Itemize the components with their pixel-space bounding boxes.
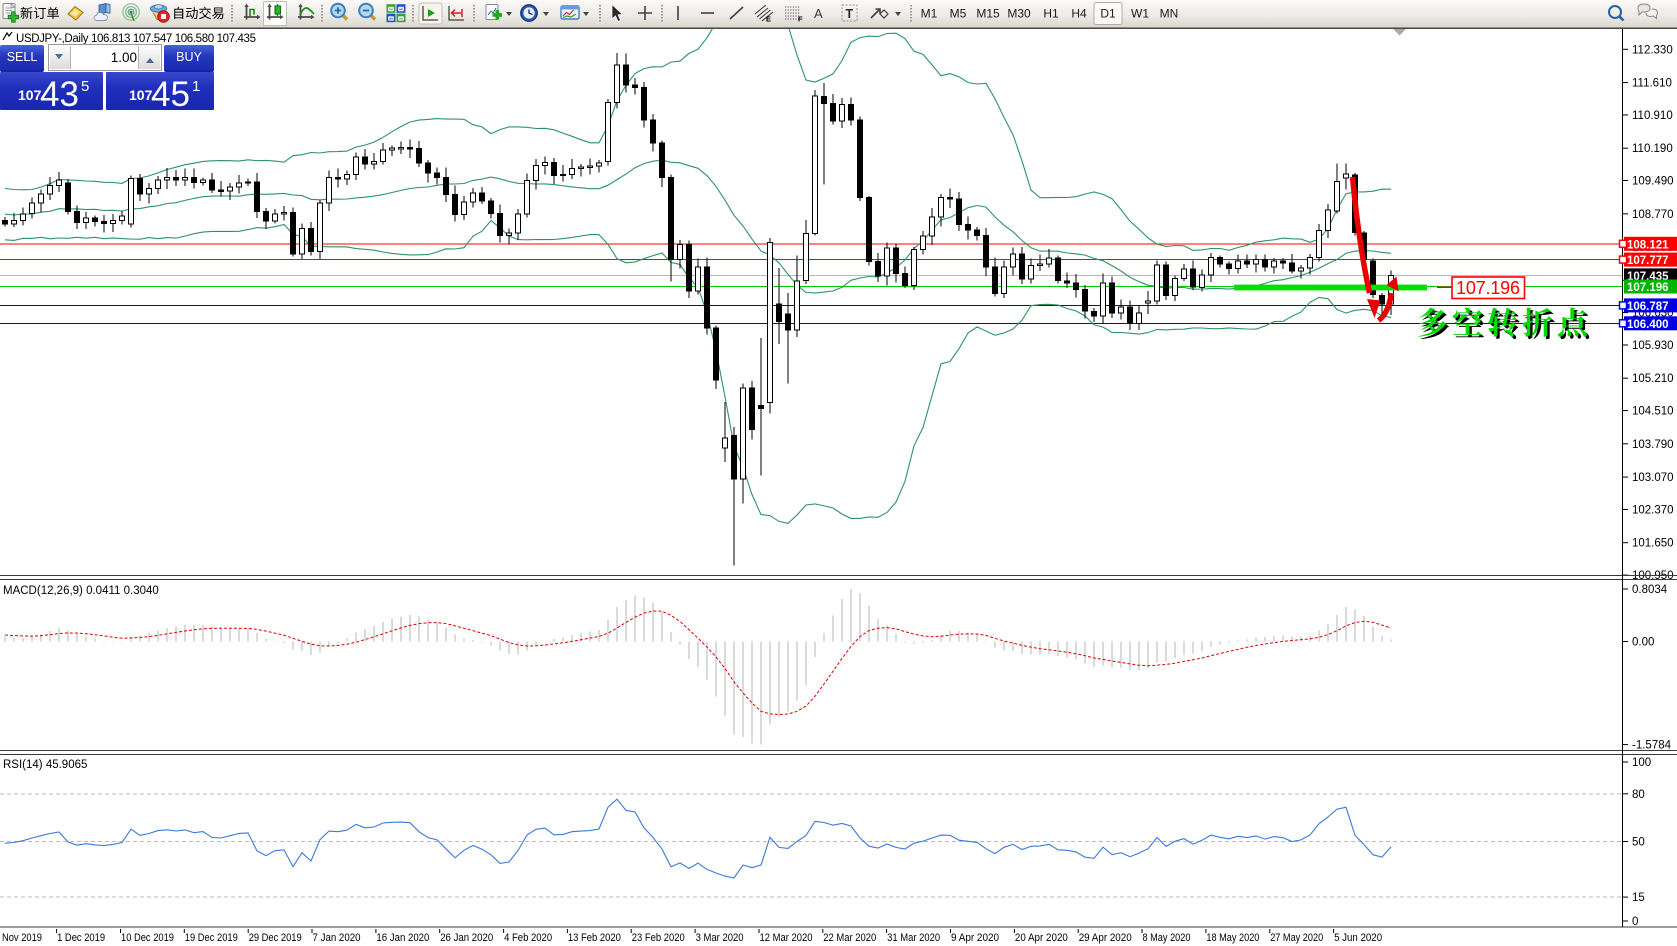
svg-text:22 Mar 2020: 22 Mar 2020 [823, 932, 876, 944]
svg-text:18 May 2020: 18 May 2020 [1206, 932, 1259, 944]
svg-text:107.196: 107.196 [1456, 278, 1520, 298]
svg-text:112.330: 112.330 [1632, 44, 1673, 56]
svg-text:RSI(14) 45.9065: RSI(14) 45.9065 [3, 759, 87, 771]
svg-text:M1: M1 [921, 7, 938, 21]
svg-text:5 Jun 2020: 5 Jun 2020 [1334, 932, 1382, 944]
svg-text:USDJPY-,Daily 106.813 107.547: USDJPY-,Daily 106.813 107.547 106.580 10… [16, 33, 256, 45]
svg-text:1 Dec 2019: 1 Dec 2019 [57, 932, 105, 944]
svg-text:M5: M5 [950, 7, 967, 21]
svg-text:107.777: 107.777 [1627, 255, 1669, 267]
svg-text:107.196: 107.196 [1627, 282, 1669, 294]
svg-text:T: T [846, 7, 854, 21]
svg-text:23 Feb 2020: 23 Feb 2020 [632, 932, 685, 944]
svg-text:W1: W1 [1131, 7, 1149, 21]
svg-text:10 Dec 2019: 10 Dec 2019 [121, 932, 174, 944]
svg-text:0: 0 [1632, 916, 1638, 928]
svg-text:8 May 2020: 8 May 2020 [1143, 932, 1191, 944]
svg-text:13 Feb 2020: 13 Feb 2020 [568, 932, 621, 944]
svg-text:50: 50 [1632, 837, 1645, 849]
svg-text:MACD(12,26,9) 0.0411 0.3040: MACD(12,26,9) 0.0411 0.3040 [3, 585, 159, 597]
svg-text:109.490: 109.490 [1632, 176, 1674, 188]
svg-text:104.510: 104.510 [1632, 406, 1674, 418]
svg-text:101.650: 101.650 [1632, 538, 1674, 550]
svg-text:103.790: 103.790 [1632, 439, 1674, 451]
svg-text:MN: MN [1160, 7, 1179, 21]
svg-text:D1: D1 [1100, 7, 1116, 21]
svg-text:3 Mar 2020: 3 Mar 2020 [696, 932, 744, 944]
svg-text:103.070: 103.070 [1632, 472, 1674, 484]
svg-text:29 Dec 2019: 29 Dec 2019 [249, 932, 302, 944]
svg-text:100: 100 [1632, 757, 1651, 769]
svg-text:H1: H1 [1043, 7, 1059, 21]
svg-text:12 Mar 2020: 12 Mar 2020 [760, 932, 813, 944]
svg-text:A: A [814, 6, 823, 21]
svg-text:27 May 2020: 27 May 2020 [1270, 932, 1323, 944]
svg-text:24 Nov 2019: 24 Nov 2019 [0, 932, 42, 944]
svg-text:19 Dec 2019: 19 Dec 2019 [185, 932, 238, 944]
svg-text:-1.5784: -1.5784 [1632, 740, 1672, 752]
svg-text:102.370: 102.370 [1632, 505, 1674, 517]
svg-text:108.121: 108.121 [1627, 239, 1669, 251]
svg-text:106.400: 106.400 [1627, 319, 1669, 331]
svg-text:111.610: 111.610 [1632, 78, 1672, 90]
svg-text:110.910: 110.910 [1632, 110, 1673, 122]
svg-text:15: 15 [1632, 892, 1645, 904]
svg-text:0.8034: 0.8034 [1632, 584, 1668, 596]
svg-text:108.770: 108.770 [1632, 209, 1674, 221]
svg-text:M30: M30 [1007, 7, 1031, 21]
svg-text:0.00: 0.00 [1632, 637, 1654, 649]
svg-text:4 Feb 2020: 4 Feb 2020 [504, 932, 552, 944]
svg-text:105.210: 105.210 [1632, 373, 1674, 385]
svg-text:31 Mar 2020: 31 Mar 2020 [887, 932, 940, 944]
svg-text:E: E [766, 15, 771, 24]
svg-text:7 Jan 2020: 7 Jan 2020 [313, 932, 361, 944]
svg-text:16 Jan 2020: 16 Jan 2020 [376, 932, 429, 944]
svg-text:106.787: 106.787 [1627, 301, 1669, 313]
svg-text:26 Jan 2020: 26 Jan 2020 [440, 932, 493, 944]
svg-text:20 Apr 2020: 20 Apr 2020 [1015, 932, 1068, 944]
svg-text:9 Apr 2020: 9 Apr 2020 [951, 932, 999, 944]
svg-text:110.190: 110.190 [1632, 143, 1673, 155]
svg-text:H4: H4 [1071, 7, 1087, 21]
svg-text:29 Apr 2020: 29 Apr 2020 [1079, 932, 1132, 944]
svg-text:M15: M15 [976, 7, 1000, 21]
svg-text:105.930: 105.930 [1632, 340, 1674, 352]
svg-text:F: F [798, 15, 803, 24]
svg-text:80: 80 [1632, 789, 1645, 801]
